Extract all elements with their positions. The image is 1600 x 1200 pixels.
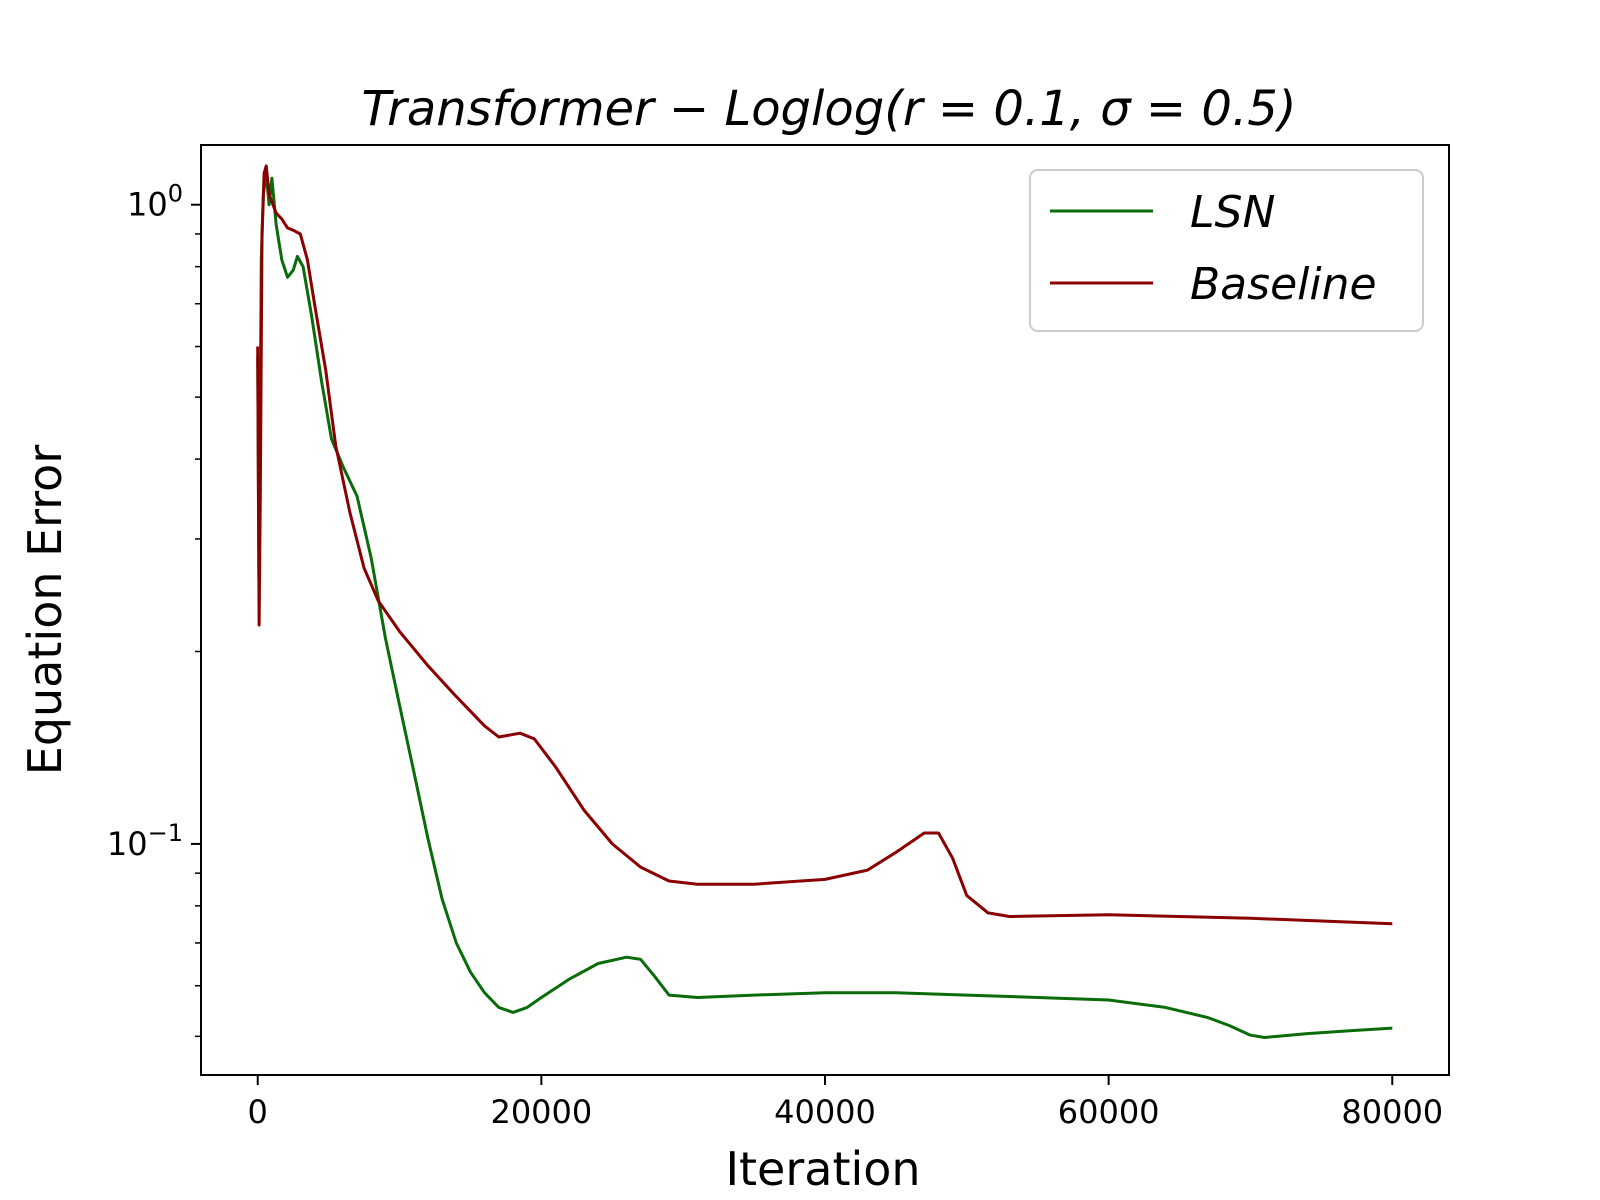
series-line-lsn	[256, 171, 1393, 1039]
series-layer	[256, 164, 1393, 1039]
y-axis: 100 10−1	[107, 180, 201, 1038]
x-axis: 0 20000 40000 60000 80000	[248, 1075, 1443, 1131]
x-tick-label: 80000	[1341, 1093, 1443, 1131]
y-axis-label: Equation Error	[18, 445, 72, 776]
series-line-baseline	[256, 164, 1393, 926]
x-tick-label: 40000	[774, 1093, 876, 1131]
y-tick-label: 100	[127, 180, 183, 224]
legend: LSN Baseline	[1029, 169, 1424, 332]
x-tick-label: 20000	[490, 1093, 592, 1131]
legend-label-lsn: LSN	[1190, 187, 1275, 238]
legend-label-baseline: Baseline	[1190, 259, 1377, 310]
y-tick-label: 10−1	[107, 819, 183, 863]
x-axis-label: Iteration	[725, 1142, 920, 1196]
legend-items: LSN Baseline	[1050, 187, 1377, 310]
x-tick-label: 0	[248, 1093, 268, 1131]
x-tick-label: 60000	[1058, 1093, 1160, 1131]
chart-title: Transformer − Loglog(r = 0.1, σ = 0.5)	[362, 81, 1297, 137]
